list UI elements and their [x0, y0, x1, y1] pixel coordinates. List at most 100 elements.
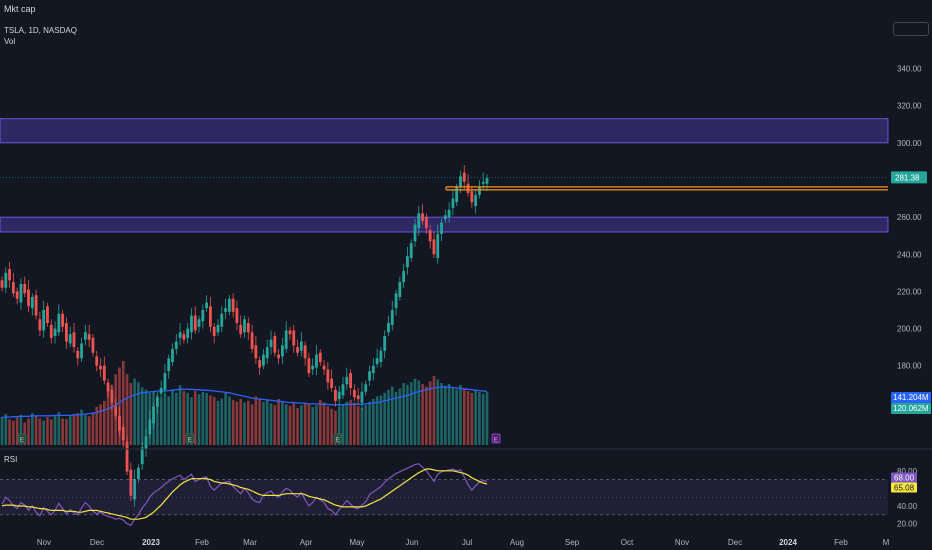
candle-body-83: [315, 354, 318, 368]
time-tick-2: 2023: [142, 538, 160, 547]
mkt-cap-label[interactable]: Mkt cap: [4, 4, 36, 14]
volume-bar-115: [436, 379, 440, 445]
rsi-ma-line: [1, 468, 488, 520]
volume-bar-111: [421, 383, 424, 445]
candle-body-18: [68, 334, 72, 344]
volume-bar-110: [417, 380, 421, 445]
candle-body-15: [57, 313, 61, 333]
candle-body-6: [23, 284, 27, 294]
volume-bar-121: [459, 384, 462, 445]
candle-body-66: [250, 332, 254, 349]
volume-bar-26: [99, 404, 102, 445]
time-tick-0: Nov: [37, 538, 51, 547]
candle-body-38: [144, 436, 148, 450]
candle-body-23: [87, 334, 91, 340]
candle-body-2: [8, 269, 11, 281]
earnings-marker-text-3: E: [494, 437, 499, 444]
candle-body-94: [356, 395, 360, 400]
candle-body-7: [27, 289, 30, 307]
candle-body-70: [265, 347, 269, 359]
candle-body-93: [352, 389, 356, 398]
candle-body-59: [224, 308, 227, 312]
time-tick-14: 2024: [779, 538, 797, 547]
candle-body-9: [34, 295, 38, 316]
volume-bar-71: [269, 403, 273, 445]
candle-body-85: [322, 365, 326, 370]
candle-body-99: [375, 358, 379, 364]
volume-bar-116: [440, 383, 443, 445]
candle-body-107: [406, 256, 409, 268]
candle-body-88: [334, 389, 337, 401]
volume-bar-45: [171, 389, 174, 445]
volume-bar-46: [174, 392, 178, 445]
volume-bar-104: [394, 391, 398, 445]
rsi-label-0: 68.00: [894, 474, 915, 483]
candle-body-127: [481, 181, 485, 184]
volume-bar-5: [19, 414, 23, 445]
candle-body-12: [46, 306, 49, 323]
volume-bar-96: [364, 405, 368, 445]
rsi-badge-1: [891, 482, 917, 493]
candle-body-80: [303, 345, 307, 359]
volume-bar-123: [466, 391, 470, 445]
volume-bar-41: [156, 395, 159, 445]
candle-body-56: [212, 326, 216, 336]
price-tick-8: 180.00: [897, 362, 922, 371]
candle-body-19: [72, 332, 76, 348]
candle-body-98: [371, 365, 375, 374]
candle-body-27: [102, 365, 106, 381]
candle-body-20: [76, 350, 80, 359]
candle-body-74: [280, 345, 284, 357]
volume-bar-11: [42, 420, 45, 445]
candle-body-73: [277, 354, 281, 359]
symbol-legend[interactable]: TSLA, 1D, NASDAQ: [4, 26, 77, 35]
price-tick-1: 320.00: [897, 102, 922, 111]
volume-badge-1: [891, 403, 931, 414]
volume-bar-35: [133, 378, 136, 445]
volume-bar-47: [178, 385, 182, 445]
candle-body-78: [296, 347, 299, 353]
candle-body-37: [140, 447, 144, 465]
volume-bar-105: [398, 388, 402, 445]
volume-bar-48: [182, 391, 186, 445]
time-tick-4: Mar: [243, 538, 257, 547]
candle-body-17: [65, 323, 68, 342]
candle-body-25: [95, 356, 99, 366]
price-tick-0: 340.00: [897, 65, 922, 74]
settings-box[interactable]: [893, 22, 929, 36]
time-tick-13: Dec: [728, 538, 742, 547]
volume-bar-99: [375, 396, 379, 445]
time-tick-16: M: [883, 538, 890, 547]
candle-body-76: [288, 330, 292, 335]
candle-body-113: [428, 230, 432, 242]
candle-body-30: [114, 406, 118, 416]
candle-body-13: [49, 324, 53, 338]
volume-bar-125: [474, 390, 477, 445]
time-tick-6: May: [349, 538, 364, 547]
rsi-tick-0: 80.00: [897, 467, 918, 476]
volume-bar-9: [34, 415, 38, 445]
candle-body-34: [129, 469, 133, 496]
volume-bar-107: [406, 384, 409, 445]
volume-bar-74: [281, 402, 284, 445]
candle-body-108: [409, 243, 413, 258]
candle-body-106: [402, 271, 406, 283]
volume-bar-23: [87, 416, 91, 445]
volume-bar-0: [0, 416, 4, 445]
rsi-badge-0: [891, 472, 917, 483]
volume-legend[interactable]: Vol: [4, 37, 16, 46]
candle-body-33: [125, 441, 129, 472]
volume-bar-15: [57, 412, 61, 445]
volume-bar-112: [425, 386, 428, 445]
candle-body-63: [239, 324, 243, 335]
rsi-legend[interactable]: RSI: [4, 455, 18, 464]
volume-bar-88: [334, 410, 337, 445]
time-tick-12: Nov: [675, 538, 689, 547]
volume-bar-18: [68, 416, 72, 445]
volume-bar-12: [46, 417, 49, 445]
candle-body-128: [485, 178, 489, 184]
volume-bar-68: [258, 399, 261, 445]
price-tick-7: 200.00: [897, 325, 922, 334]
candle-body-51: [193, 315, 197, 331]
